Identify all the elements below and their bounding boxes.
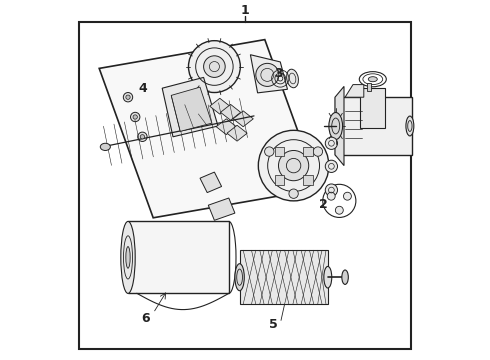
Circle shape: [140, 135, 145, 139]
Text: 4: 4: [138, 82, 147, 95]
Circle shape: [289, 189, 298, 198]
Polygon shape: [335, 86, 344, 166]
Polygon shape: [345, 85, 364, 97]
Text: 5: 5: [270, 318, 278, 331]
Circle shape: [126, 95, 130, 99]
Polygon shape: [128, 221, 229, 293]
Circle shape: [123, 93, 133, 102]
Bar: [275, 147, 284, 156]
Polygon shape: [210, 98, 230, 114]
Ellipse shape: [329, 112, 343, 140]
Bar: [275, 175, 284, 185]
Circle shape: [130, 112, 140, 122]
Polygon shape: [162, 77, 218, 137]
Polygon shape: [171, 87, 212, 131]
Polygon shape: [216, 119, 236, 135]
Ellipse shape: [324, 266, 332, 288]
Polygon shape: [360, 88, 386, 128]
Circle shape: [133, 115, 137, 119]
Text: 1: 1: [241, 4, 249, 17]
Ellipse shape: [342, 270, 348, 284]
Bar: [303, 147, 313, 156]
Circle shape: [343, 192, 351, 200]
Circle shape: [325, 137, 338, 149]
Polygon shape: [335, 97, 413, 155]
Polygon shape: [250, 55, 288, 93]
Circle shape: [204, 56, 225, 77]
Ellipse shape: [126, 247, 130, 268]
Polygon shape: [233, 111, 253, 127]
Ellipse shape: [235, 264, 245, 291]
Bar: [303, 175, 313, 185]
Text: 6: 6: [142, 312, 150, 325]
Polygon shape: [99, 40, 319, 218]
Circle shape: [278, 150, 309, 181]
Polygon shape: [200, 172, 221, 193]
Circle shape: [189, 41, 240, 93]
Circle shape: [325, 184, 338, 196]
Circle shape: [138, 132, 147, 141]
Circle shape: [258, 130, 329, 201]
Circle shape: [325, 160, 338, 172]
Polygon shape: [220, 104, 241, 120]
Circle shape: [265, 147, 274, 156]
Circle shape: [313, 147, 322, 156]
Ellipse shape: [100, 143, 110, 150]
Circle shape: [335, 206, 343, 214]
Circle shape: [256, 63, 279, 86]
Ellipse shape: [368, 77, 377, 82]
Text: 2: 2: [319, 198, 328, 211]
Ellipse shape: [406, 116, 414, 136]
Polygon shape: [208, 198, 235, 220]
Text: 3: 3: [274, 67, 282, 80]
Circle shape: [327, 192, 335, 200]
Polygon shape: [227, 125, 247, 141]
Bar: [367, 83, 371, 91]
Polygon shape: [240, 250, 328, 304]
Ellipse shape: [287, 69, 298, 88]
Ellipse shape: [121, 221, 135, 293]
